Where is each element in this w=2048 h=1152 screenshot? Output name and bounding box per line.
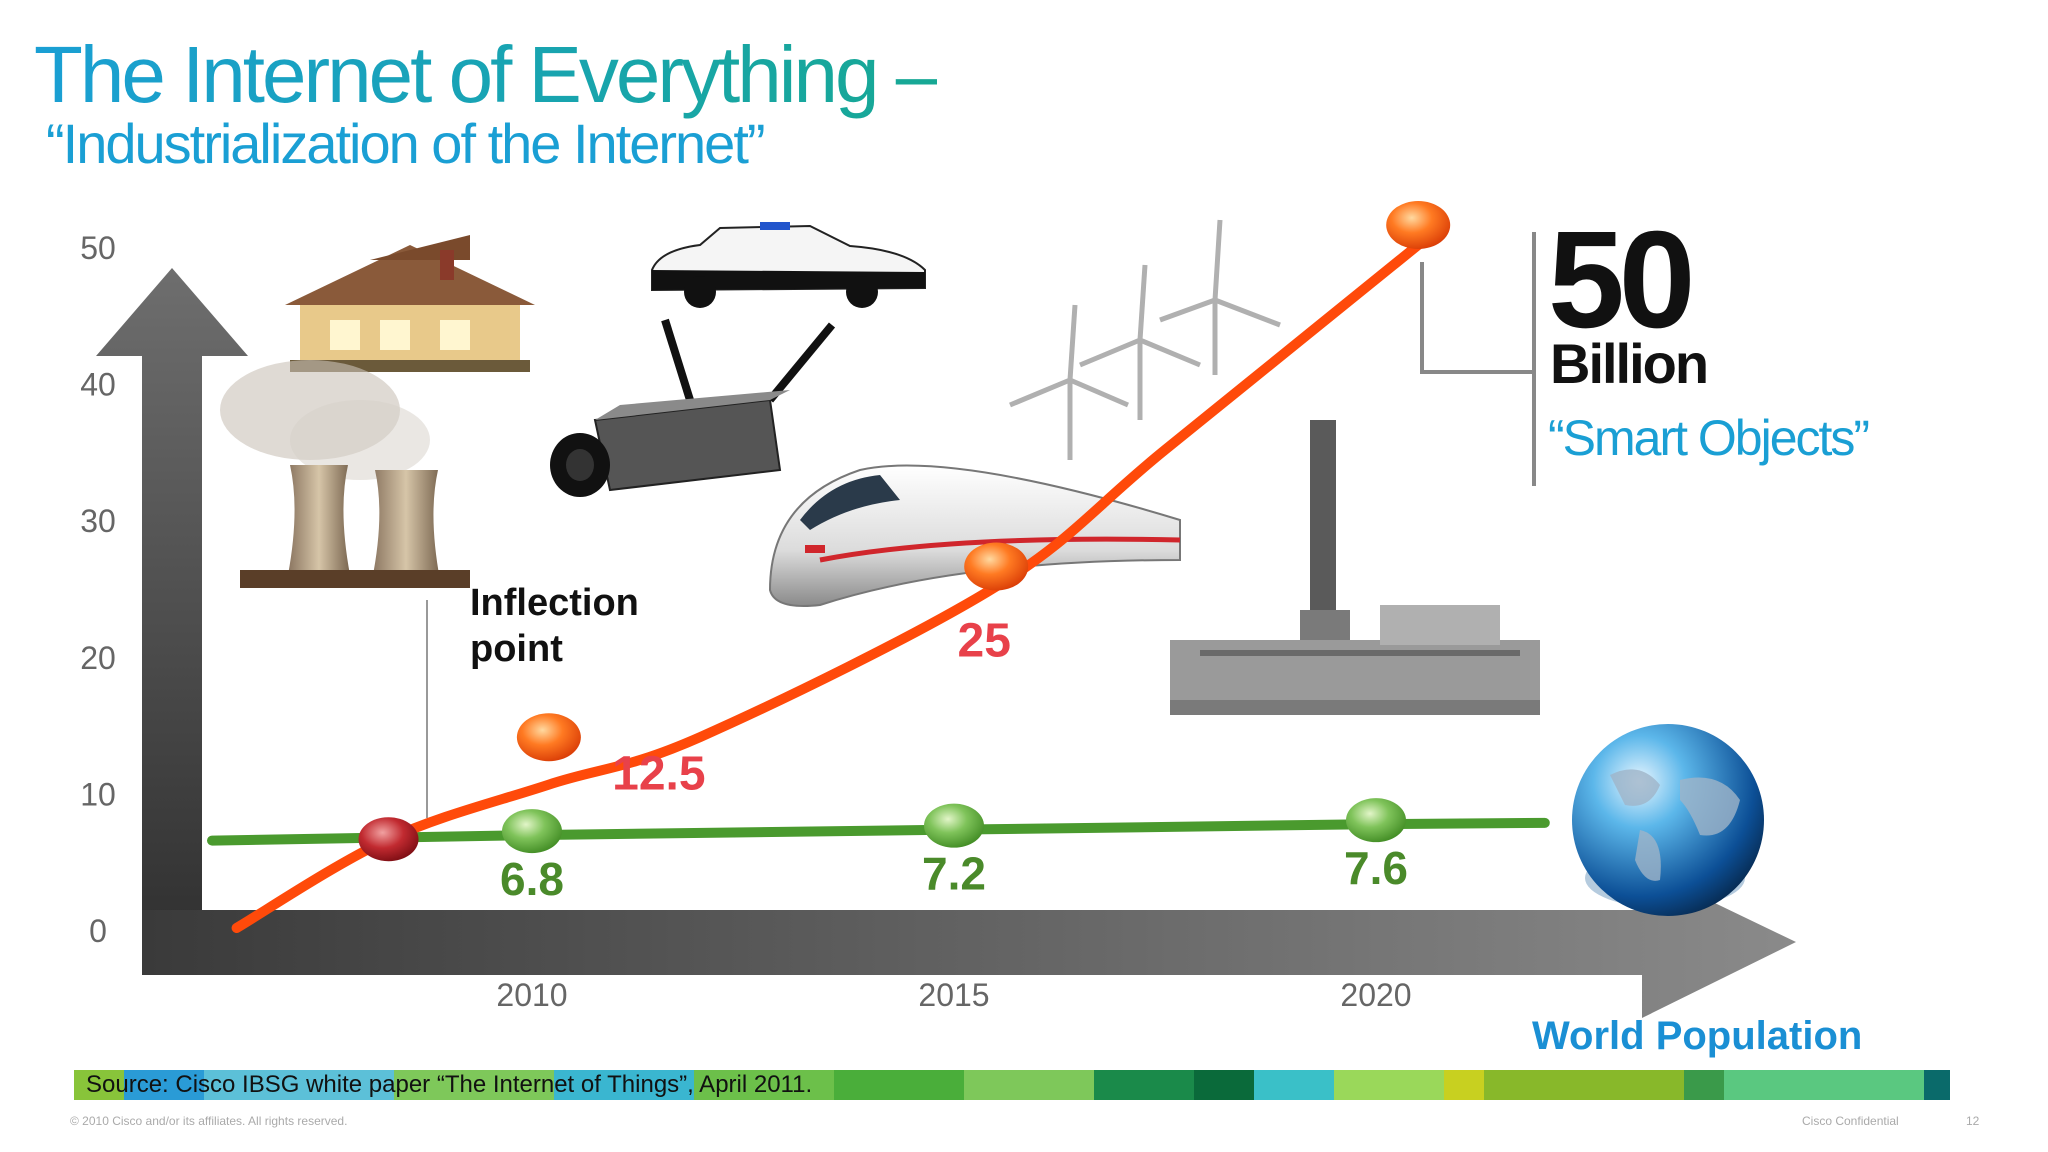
x-tick-label: 2010 xyxy=(496,977,567,1013)
inflection-label: Inflection point xyxy=(470,580,639,672)
headline-unit: Billion xyxy=(1550,332,1709,395)
slide-subtitle: “Industrialization of the Internet” xyxy=(46,112,766,175)
population-value-label: 7.2 xyxy=(922,848,986,900)
wind-turbines-icon xyxy=(1009,219,1281,460)
slide-title: The Internet of Everything – xyxy=(34,30,940,119)
population-marker xyxy=(1346,798,1406,843)
smart-objects-value-label: 12.5 xyxy=(612,747,705,800)
headline-caption: “Smart Objects” xyxy=(1548,410,1870,466)
copyright: © 2010 Cisco and/or its affiliates. All … xyxy=(70,1114,348,1128)
y-tick-label: 30 xyxy=(80,503,116,539)
smart-objects-marker xyxy=(516,713,581,762)
y-tick-label: 0 xyxy=(89,913,107,949)
x-tick-label: 2020 xyxy=(1340,977,1411,1013)
smart-objects-marker xyxy=(964,542,1029,591)
y-tick-label: 20 xyxy=(80,640,116,676)
population-value-label: 7.6 xyxy=(1344,842,1408,894)
house-icon xyxy=(285,235,535,372)
bullet-train-icon xyxy=(768,464,1181,607)
footer-color-strip xyxy=(74,1070,1974,1100)
population-marker xyxy=(924,803,984,848)
police-car-icon xyxy=(651,222,926,308)
x-axis-arrow xyxy=(142,868,1796,1018)
security-camera-icon xyxy=(550,318,836,497)
globe-icon xyxy=(1572,724,1764,916)
y-tick-label: 10 xyxy=(80,776,116,812)
page-number: 12 xyxy=(1966,1114,1980,1128)
smart-objects-marker xyxy=(1386,201,1451,249)
smart-objects-value-label: 25 xyxy=(958,615,1011,668)
confidential-label: Cisco Confidential xyxy=(1802,1114,1899,1128)
y-tick-label: 40 xyxy=(80,367,116,403)
world-population-label: World Population xyxy=(1532,1014,1863,1058)
population-marker xyxy=(502,809,562,854)
inflection-label-line-1: Inflection xyxy=(470,582,639,624)
source-citation: Source: Cisco IBSG white paper “The Inte… xyxy=(86,1071,813,1098)
inflection-marker xyxy=(358,817,419,862)
population-value-label: 6.8 xyxy=(500,853,564,905)
power-plant-icon xyxy=(1170,420,1540,715)
y-axis-arrow xyxy=(96,268,248,968)
cooling-towers-icon xyxy=(220,360,470,588)
headline-number: 50 xyxy=(1548,203,1695,357)
y-tick-label: 50 xyxy=(80,230,116,266)
headline-bracket xyxy=(1420,232,1536,486)
inflection-label-line-2: point xyxy=(470,628,563,670)
x-tick-label: 2015 xyxy=(918,977,989,1013)
